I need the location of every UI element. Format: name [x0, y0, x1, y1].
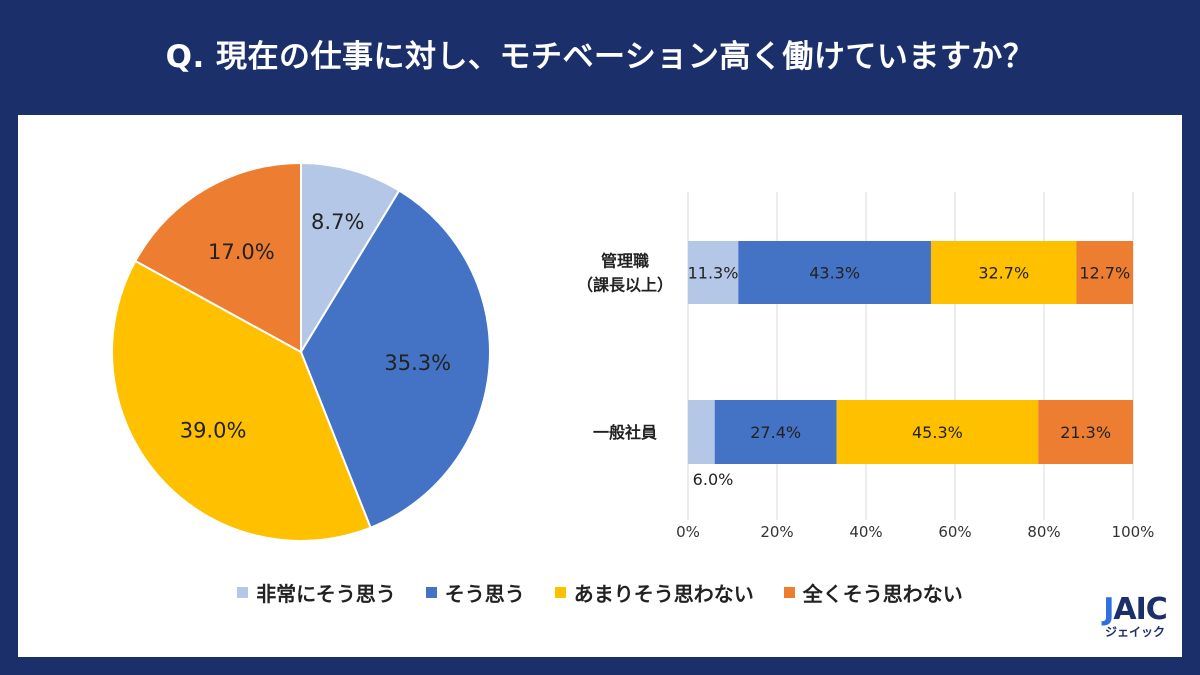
legend-label: 非常にそう思う — [256, 582, 396, 606]
bar-label: 32.7% — [978, 264, 1029, 283]
bar-label: 45.3% — [912, 423, 963, 442]
pie-label: 8.7% — [311, 210, 364, 234]
y-category-label: 管理職 — [601, 252, 649, 271]
x-tick-label: 100% — [1112, 523, 1155, 541]
legend-swatch — [425, 587, 437, 598]
page-title: Q. 現在の仕事に対し、モチベーション高く働けていますか？ — [165, 39, 1035, 75]
legend-swatch — [783, 587, 795, 598]
pie-label: 35.3% — [384, 351, 451, 375]
bar-label: 6.0% — [693, 470, 734, 489]
bar-label: 21.3% — [1060, 423, 1111, 442]
bar-label: 43.3% — [809, 264, 860, 283]
x-tick-label: 80% — [1027, 523, 1060, 541]
legend-item-agree: そう思う — [425, 578, 525, 607]
legend-swatch — [554, 587, 566, 598]
x-tick-label: 60% — [938, 523, 971, 541]
bar-label: 27.4% — [750, 423, 801, 442]
x-tick-label: 40% — [849, 523, 882, 541]
pie-slice — [134, 161, 302, 354]
pie-label: 39.0% — [180, 418, 247, 442]
logo-kana: ジェイック — [1104, 625, 1165, 639]
pie-slice — [299, 189, 491, 530]
pie-slice — [111, 259, 372, 542]
y-category-label: 一般社員 — [593, 423, 657, 442]
legend-item-disagree: あまりそう思わない — [554, 578, 754, 607]
legend-label: あまりそう思わない — [573, 582, 754, 606]
bar-label: 12.7% — [1079, 264, 1130, 283]
x-tick-label: 0% — [676, 523, 700, 541]
legend-item-very-agree: 非常にそう思う — [237, 578, 396, 607]
legend-swatch — [237, 587, 249, 598]
jaic-logo: JAIC ジェイック — [1090, 592, 1180, 640]
pie-label: 17.0% — [208, 240, 275, 264]
bar-segment — [688, 241, 739, 304]
y-category-label: （課長以上） — [577, 276, 673, 295]
bar-segment — [714, 400, 837, 464]
legend-label: 全くそう思わない — [802, 582, 963, 606]
legend-item-strongly-disagree: 全くそう思わない — [783, 578, 963, 607]
bar-label: 11.3% — [688, 264, 739, 283]
legend: 非常にそう思う そう思う あまりそう思わない 全くそう思わない — [0, 578, 1200, 607]
pie-slice — [300, 161, 401, 356]
legend-label: そう思う — [444, 582, 525, 606]
x-tick-label: 20% — [760, 523, 793, 541]
bar-segment — [836, 400, 1039, 464]
bar-segment — [1076, 241, 1133, 304]
bar-segment — [930, 241, 1077, 304]
bar-segment — [738, 241, 931, 304]
bar-segment — [1038, 400, 1133, 464]
bar-segment — [688, 400, 715, 464]
